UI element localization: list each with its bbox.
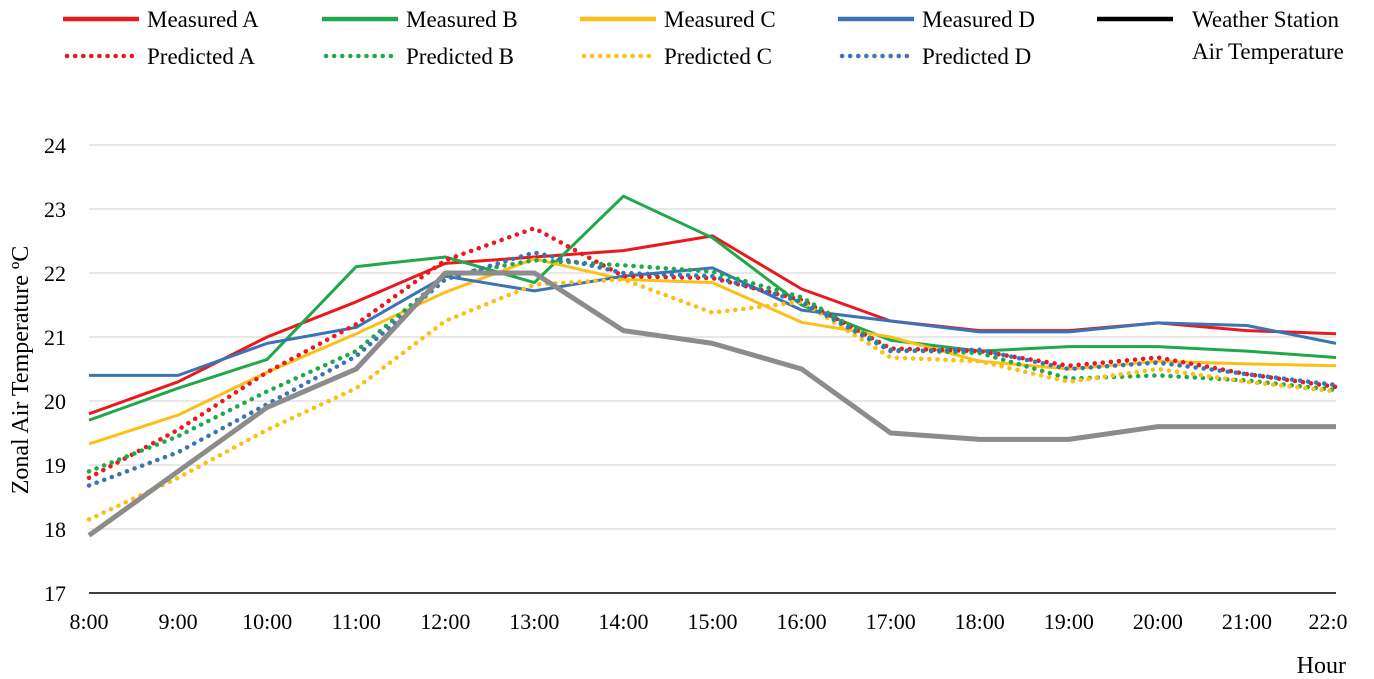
legend-label: Weather Station [1192,7,1339,32]
legend-label: Measured D [922,7,1035,32]
series-line-predicted-d [86,250,1339,488]
chart-legend: Measured A Measured B Measured C Measured D… [63,7,1344,69]
series-line-predicted-b [86,257,1339,474]
legend-item: Measured C [580,7,776,32]
legend-label: Measured A [147,7,259,32]
legend-item: Measured B [322,7,518,32]
y-tick-label: 18 [44,517,66,542]
y-tick-label: 20 [44,389,66,414]
legend-item: Predicted C [581,44,772,69]
legend-label: Measured B [406,7,518,32]
y-tick-label: 21 [44,325,66,350]
legend-label: Predicted D [922,44,1031,69]
x-tick-label: 21:00 [1222,609,1272,634]
series-line-measured-c [88,257,1337,446]
x-tick-label: 10:00 [242,609,292,634]
series-lines [86,194,1339,538]
y-tick-label: 19 [44,453,66,478]
series-line-measured-d [89,266,1337,377]
y-tick-label: 22 [44,261,66,286]
legend-item: Predicted B [323,44,514,69]
x-tick-label: 22:0 [1308,609,1347,634]
series-line-measured-b [88,194,1337,422]
legend-item: Measured D [838,7,1035,32]
y-tick-label: 24 [44,133,66,158]
series-line-predicted-c [86,277,1339,522]
legend-label: Measured C [664,7,776,32]
x-axis-ticks: 8:00 9:00 10:00 11:00 12:00 13:00 14:00 15:00 16… [69,609,1347,634]
legend-label-line2: Air Temperature [1192,39,1344,64]
x-tick-label: 8:00 [69,609,108,634]
gridlines [89,144,1336,530]
x-tick-label: 18:00 [955,609,1005,634]
legend-item: Measured A [63,7,259,32]
series-line-predicted-a [86,225,1339,481]
legend-label: Predicted C [664,44,772,69]
x-tick-label: 11:00 [332,609,381,634]
x-axis-title: Hour [1297,653,1346,679]
legend-label: Predicted A [147,44,255,69]
x-tick-label: 20:00 [1133,609,1183,634]
x-tick-label: 14:00 [598,609,648,634]
x-tick-label: 17:00 [866,609,916,634]
x-tick-label: 19:00 [1044,609,1094,634]
x-tick-label: 12:00 [420,609,470,634]
x-tick-label: 16:00 [777,609,827,634]
legend-label: Predicted B [406,44,514,69]
y-axis-ticks: 17 18 19 20 21 22 23 24 [44,133,66,606]
x-tick-label: 9:00 [159,609,198,634]
y-tick-label: 17 [44,581,66,606]
y-axis-title: Zonal Air Temperature ºC [8,246,34,495]
legend-item: Weather Station Air Temperature [1097,7,1344,64]
series-line-weather-station-air-temperature [87,270,1336,538]
x-tick-label: 13:00 [509,609,559,634]
legend-item: Predicted D [839,44,1031,69]
legend-item: Predicted A [64,44,255,69]
y-tick-label: 23 [44,197,66,222]
x-tick-label: 15:00 [687,609,737,634]
